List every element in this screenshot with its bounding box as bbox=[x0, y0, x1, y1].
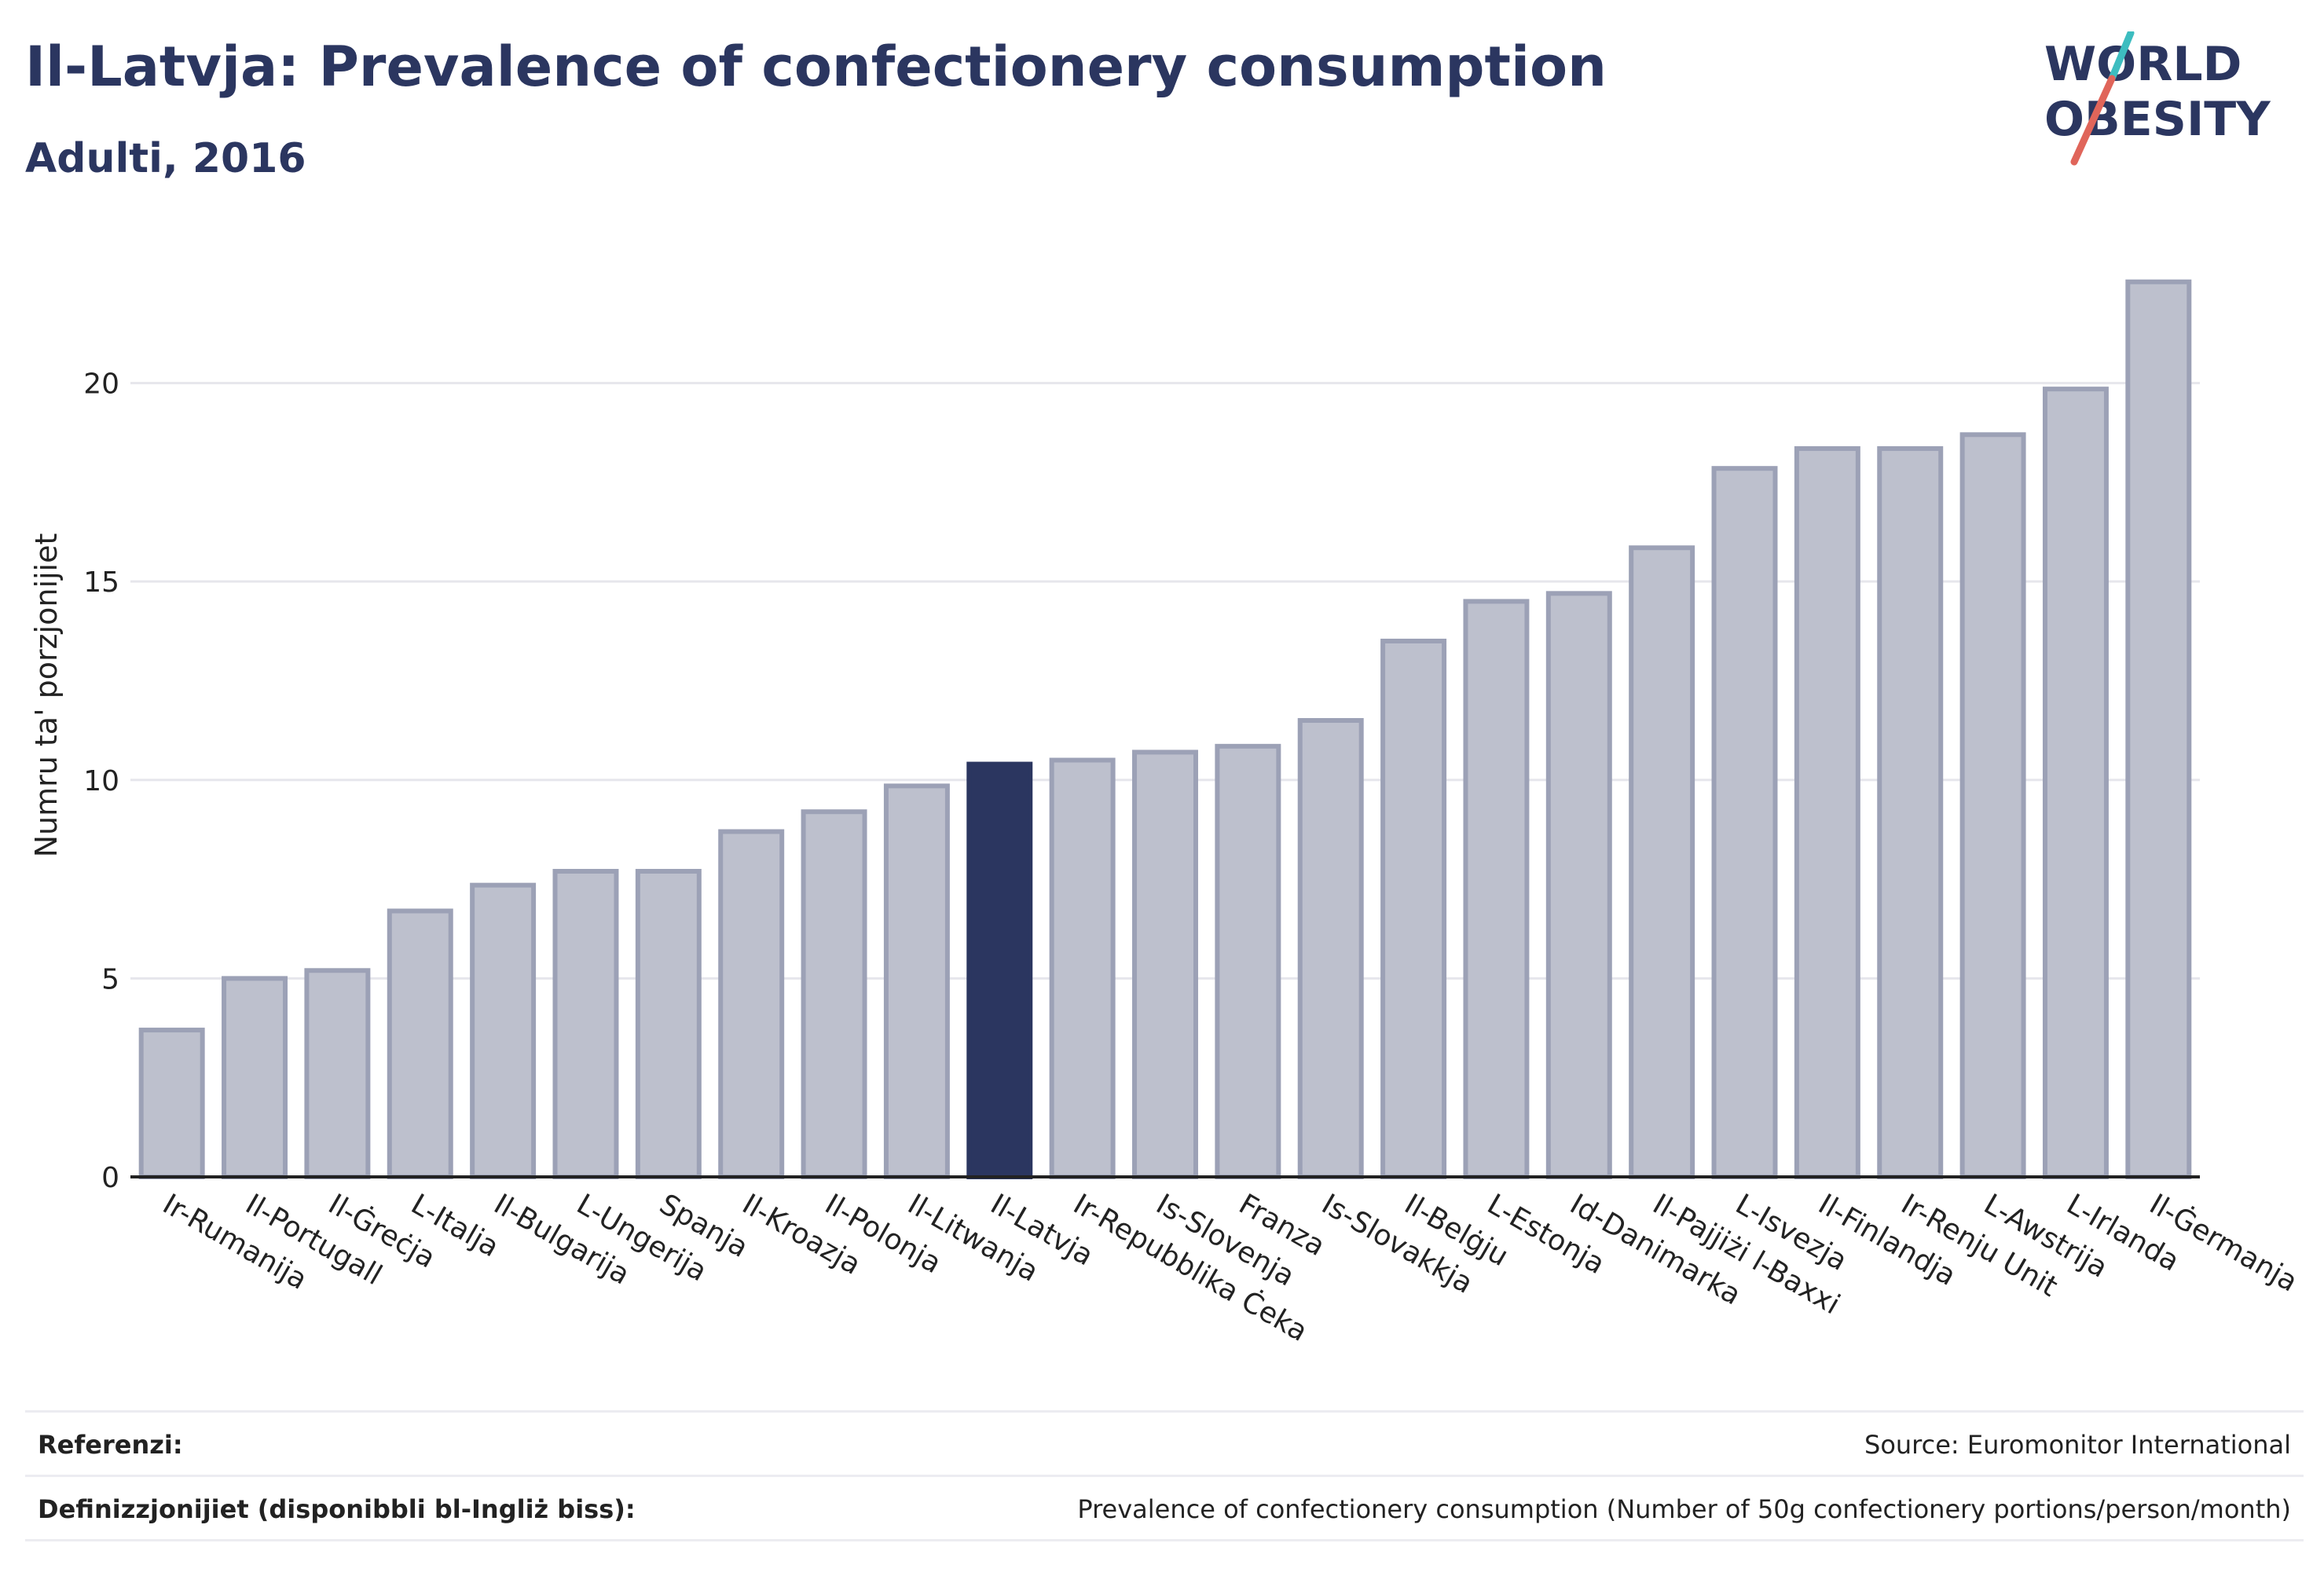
bar bbox=[1545, 591, 1612, 1179]
references-row: Referenzi: Source: Euromonitor Internati… bbox=[25, 1410, 2304, 1477]
bar bbox=[1215, 743, 1281, 1179]
bar-highlighted bbox=[966, 761, 1033, 1179]
bar bbox=[1297, 718, 1364, 1179]
y-tick-label: 15 bbox=[83, 566, 119, 599]
bar bbox=[2042, 387, 2109, 1179]
bar bbox=[1711, 466, 1778, 1179]
page-subtitle: Adulti, 2016 bbox=[25, 135, 306, 182]
bar-chart: 05101520Ir-RumanijaIl-PortugallIl-Ġreċja… bbox=[29, 279, 2304, 1348]
definitions-label: Definizzjonijiet (disponibbli bl-Ingliż … bbox=[38, 1494, 636, 1524]
page-title: Il-Latvja: Prevalence of confectionery c… bbox=[25, 35, 1607, 99]
y-tick-label: 5 bbox=[101, 963, 119, 995]
bar bbox=[1877, 445, 1944, 1179]
bar bbox=[1629, 545, 1695, 1179]
references-label: Referenzi: bbox=[38, 1430, 183, 1460]
definitions-value: Prevalence of confectionery consumption … bbox=[1077, 1494, 2291, 1524]
logo-slash-red-icon bbox=[2070, 75, 2116, 166]
bar bbox=[1463, 599, 1530, 1179]
references-value: Source: Euromonitor International bbox=[1864, 1430, 2291, 1460]
y-axis-label: Numru ta' porzjonijiet bbox=[29, 533, 64, 858]
bar bbox=[1049, 757, 1116, 1179]
definitions-row: Definizzjonijiet (disponibbli bl-Ingliż … bbox=[25, 1475, 2304, 1541]
bar bbox=[801, 809, 867, 1179]
logo-line1: WORLD bbox=[2044, 37, 2242, 92]
y-tick-label: 20 bbox=[83, 368, 119, 401]
bar bbox=[1959, 432, 2026, 1179]
bar bbox=[138, 1028, 205, 1180]
y-tick-label: 0 bbox=[101, 1162, 119, 1194]
bar bbox=[1132, 750, 1198, 1179]
logo-slash-teal-icon bbox=[2108, 31, 2135, 82]
y-tick-label: 10 bbox=[83, 765, 119, 797]
bar-layer bbox=[138, 279, 2192, 1180]
bar bbox=[304, 968, 371, 1180]
bar bbox=[1380, 638, 1447, 1179]
bar bbox=[883, 783, 950, 1179]
world-obesity-logo: WORLD OBESITY bbox=[2044, 31, 2271, 166]
bar bbox=[635, 868, 702, 1180]
footer-divider bbox=[25, 1539, 2304, 1541]
bar bbox=[2125, 279, 2192, 1180]
bar bbox=[552, 868, 619, 1180]
bar bbox=[718, 829, 785, 1179]
bar bbox=[222, 976, 288, 1180]
bar bbox=[387, 908, 453, 1180]
bar bbox=[470, 882, 537, 1179]
bar bbox=[1794, 445, 1860, 1179]
